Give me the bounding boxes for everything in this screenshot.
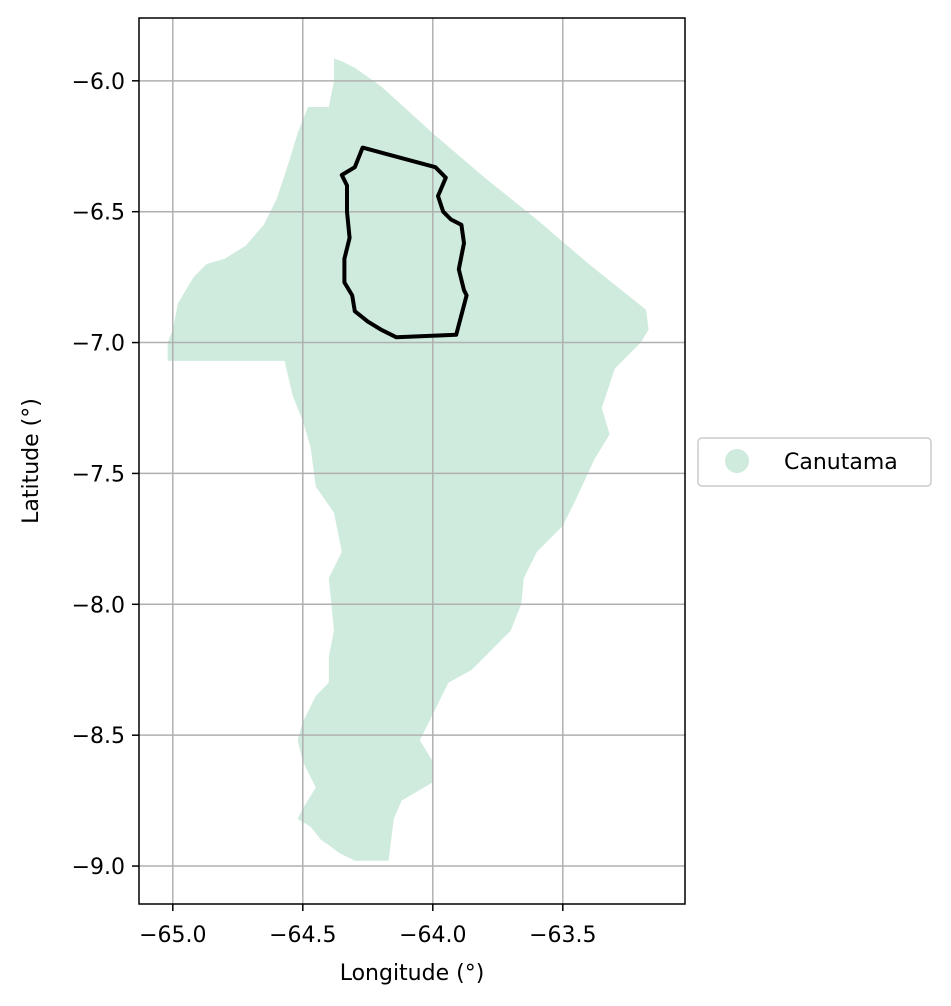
- y-tick-label-3: −7.5: [72, 462, 125, 487]
- legend-marker-canutama: [725, 449, 749, 473]
- y-tick-label-0: −6.0: [72, 70, 125, 95]
- x-axis-ticks: −65.0 −64.5 −64.0 −63.5: [139, 904, 597, 948]
- x-tick-label-3: −63.5: [529, 923, 596, 948]
- axes-frame: [138, 17, 686, 905]
- x-tick-label-1: −64.5: [269, 923, 336, 948]
- outline-boundary: [339, 145, 469, 340]
- y-axis-label: Latitude (°): [19, 398, 44, 524]
- outline-layer: [339, 145, 469, 340]
- legend: Canutama: [697, 437, 932, 487]
- y-tick-label-5: −8.5: [72, 724, 125, 749]
- y-axis-ticks: −6.0 −6.5 −7.0 −7.5 −8.0 −8.5 −9.0: [72, 70, 139, 880]
- plot-area: [138, 17, 686, 905]
- x-tick-label-2: −64.0: [399, 923, 466, 948]
- x-tick-label-0: −65.0: [139, 923, 206, 948]
- legend-label-canutama: Canutama: [784, 450, 898, 475]
- y-tick-label-2: −7.0: [72, 332, 125, 357]
- region-canutama: [167, 58, 649, 861]
- y-tick-label-6: −9.0: [72, 855, 125, 880]
- y-tick-label-4: −8.0: [72, 593, 125, 618]
- y-tick-label-1: −6.5: [72, 201, 125, 226]
- x-axis-label: Longitude (°): [340, 961, 485, 986]
- legend-frame: [697, 437, 932, 487]
- region-layer: [167, 58, 649, 861]
